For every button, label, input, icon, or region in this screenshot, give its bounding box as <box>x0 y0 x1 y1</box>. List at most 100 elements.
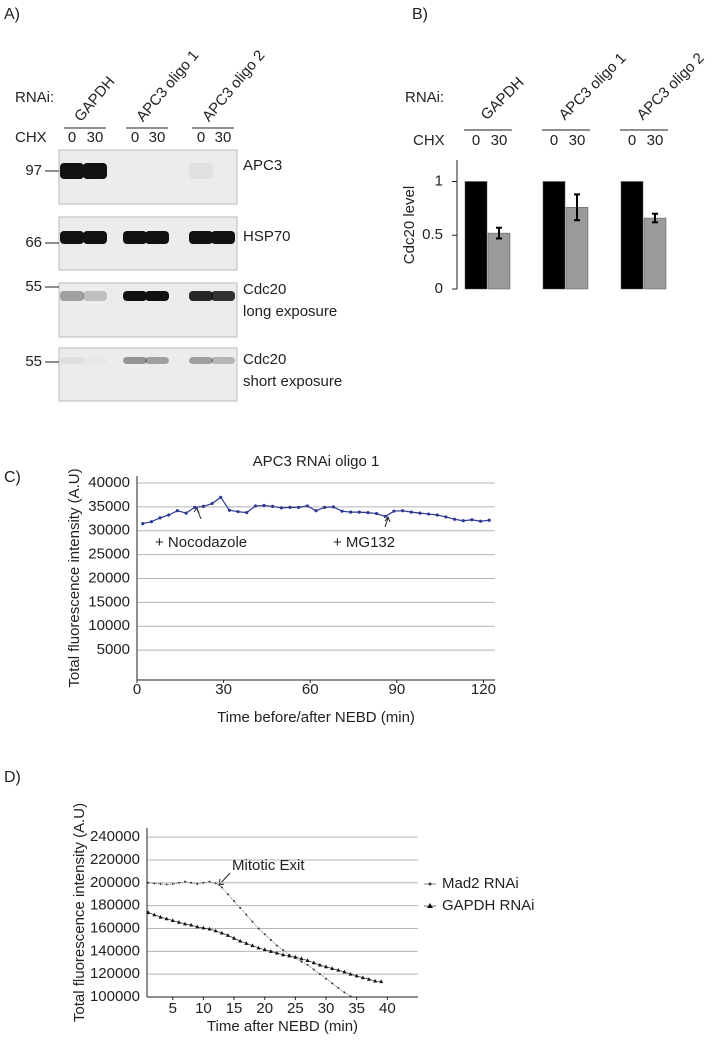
y-tick-label: 0.5 <box>422 226 443 243</box>
point <box>331 982 334 985</box>
panel-label: D) <box>4 769 21 786</box>
point <box>167 513 171 517</box>
arrow-head <box>218 878 225 886</box>
annotation: + Nocodazole <box>155 534 247 551</box>
point <box>311 960 316 965</box>
y-tick-label: 140000 <box>90 942 140 959</box>
point <box>392 509 396 513</box>
x-tick-label: 10 <box>195 1000 212 1017</box>
x-tick-label: 25 <box>287 1000 304 1017</box>
bar <box>487 232 511 290</box>
bar <box>542 181 566 290</box>
point <box>293 954 298 959</box>
point <box>487 518 491 522</box>
arrow-head <box>193 506 200 514</box>
point <box>239 906 242 909</box>
point <box>282 949 285 952</box>
point <box>379 979 384 984</box>
series-label: 30 <box>491 132 508 149</box>
series-label: 0 <box>550 132 558 149</box>
point <box>170 918 175 922</box>
point <box>171 882 174 885</box>
point <box>288 505 292 509</box>
y-tick-label: 10000 <box>88 617 130 634</box>
point <box>207 926 212 931</box>
x-tick-label: 30 <box>318 1000 335 1017</box>
point <box>202 881 205 884</box>
point <box>375 511 379 516</box>
y-tick-label: 35000 <box>88 498 130 515</box>
legend-label: Mad2 RNAi <box>442 875 519 892</box>
band <box>83 291 107 301</box>
lane-label: APC3 oligo 2 <box>199 47 268 125</box>
band <box>211 231 235 244</box>
band <box>189 231 213 244</box>
point <box>325 977 328 980</box>
point <box>268 949 273 953</box>
arrow-head <box>384 515 391 523</box>
band <box>189 357 213 364</box>
point <box>146 910 151 914</box>
band <box>211 291 235 301</box>
x-tick-label: 40 <box>379 1000 396 1017</box>
time-label: 30 <box>215 129 232 146</box>
point <box>152 912 157 917</box>
panel-label: B) <box>412 6 428 23</box>
point <box>175 509 180 513</box>
point <box>208 880 211 883</box>
point <box>314 509 318 513</box>
y-tick-label: 160000 <box>90 919 140 936</box>
band <box>60 291 84 301</box>
point <box>340 509 344 513</box>
y-axis-label: Cdc20 level <box>401 186 418 264</box>
point <box>373 978 378 983</box>
point <box>348 971 353 976</box>
y-tick-label: 1 <box>435 172 443 189</box>
x-tick-label: 15 <box>226 1000 243 1017</box>
time-label: 0 <box>131 129 139 146</box>
size-marker: 55 <box>25 353 42 370</box>
point <box>193 505 197 509</box>
y-tick-label: 15000 <box>88 593 130 610</box>
point <box>366 511 370 515</box>
panel-label: A) <box>4 6 20 23</box>
point <box>306 964 309 967</box>
bar <box>643 217 667 290</box>
size-marker: 66 <box>25 234 42 251</box>
band <box>60 163 84 179</box>
point <box>184 880 187 883</box>
band <box>189 163 213 179</box>
point <box>195 924 200 929</box>
x-tick-label: 5 <box>169 1000 177 1017</box>
point <box>299 956 304 961</box>
blot-panel <box>58 347 238 402</box>
point <box>269 938 272 941</box>
point <box>149 520 154 524</box>
point <box>225 933 230 937</box>
point <box>256 945 261 950</box>
point <box>409 510 413 514</box>
lane-label: APC3 oligo 1 <box>133 47 202 125</box>
point <box>153 882 156 885</box>
x-tick-label: 20 <box>256 1000 273 1017</box>
rnai-label: RNAi: <box>15 89 54 106</box>
y-tick-label: 20000 <box>88 569 130 586</box>
point <box>305 504 309 508</box>
point <box>141 521 145 526</box>
series-label: 30 <box>647 132 664 149</box>
time-label: 0 <box>197 129 205 146</box>
annotation: + MG132 <box>333 534 395 551</box>
row-label: APC3 <box>243 157 282 174</box>
point <box>196 882 199 885</box>
series-line <box>148 912 382 982</box>
x-tick-label: 90 <box>388 681 405 698</box>
arrow <box>384 517 389 528</box>
bar <box>464 181 488 290</box>
point <box>236 510 240 514</box>
y-tick-label: 100000 <box>90 988 140 1005</box>
band <box>60 357 84 364</box>
legend-label: GAPDH RNAi <box>442 897 535 914</box>
error-bar <box>652 212 658 224</box>
point <box>461 519 465 523</box>
band <box>123 291 147 301</box>
